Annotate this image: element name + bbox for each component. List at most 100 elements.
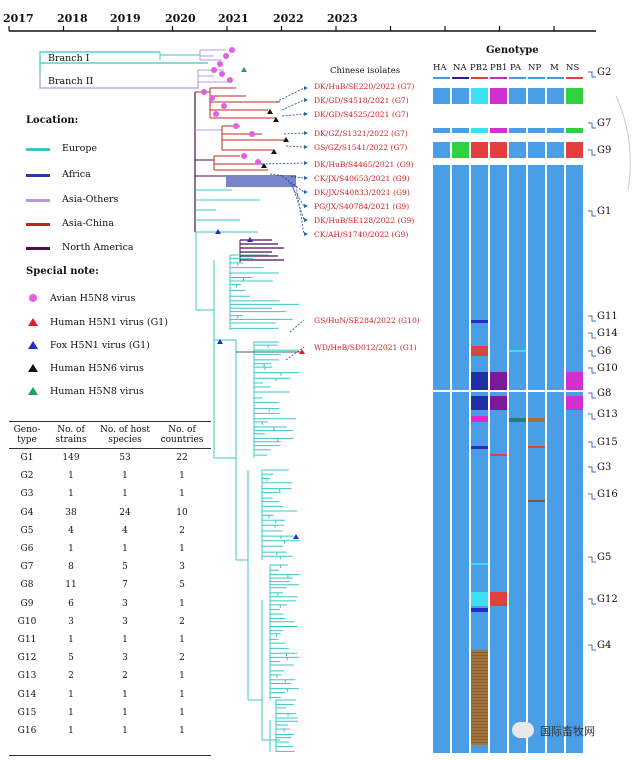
genotype-cell <box>566 88 583 104</box>
table-cell: G14 <box>17 689 37 700</box>
arrow-icon <box>304 161 308 165</box>
arrow-icon <box>304 86 308 90</box>
table-cell: 1 <box>122 634 128 645</box>
segment-color-strip <box>566 77 583 79</box>
segment-header: HA <box>433 63 447 73</box>
hatch-line <box>471 742 488 743</box>
genotype-cell <box>566 163 583 753</box>
isolate-connector <box>281 113 305 117</box>
genotype-label: G14 <box>597 328 618 339</box>
table-cell: 1 <box>68 471 74 482</box>
genotype-label: G9 <box>597 145 612 156</box>
table-cell: 53 <box>119 453 131 464</box>
genotype-cell <box>509 163 526 753</box>
special-note-title: Special note: <box>26 266 99 277</box>
table-cell: G9 <box>20 598 34 609</box>
table-cell: 1 <box>179 634 185 645</box>
isolates-title: Chinese isolates <box>330 66 401 76</box>
genotype-pointer <box>588 413 596 420</box>
year-label: 2018 <box>57 12 88 25</box>
table-cell: 1 <box>68 707 74 718</box>
hatch-line <box>471 652 488 653</box>
genotype-title: Genotype <box>486 45 539 56</box>
human-virus-marker <box>241 67 247 72</box>
genotype-pointer <box>588 315 596 322</box>
table-row: G14 1 1 1 <box>9 685 211 703</box>
genotype-cell <box>433 142 450 158</box>
table-row: G2 1 1 1 <box>9 467 211 485</box>
segment-header: NA <box>453 63 467 73</box>
table-row: G4 38 24 10 <box>9 504 211 522</box>
tree-main-clade <box>195 232 302 752</box>
table-cell: 8 <box>68 562 74 573</box>
genotype-cell <box>471 592 488 606</box>
genotype-cell <box>433 163 450 753</box>
table-cell: G13 <box>17 671 37 682</box>
avian-h5n8-marker <box>221 103 227 109</box>
segment-header: NS <box>566 63 580 73</box>
genotype-cell <box>490 396 507 410</box>
table-cell: G1 <box>20 453 34 464</box>
avian-h5n8-marker <box>229 47 235 53</box>
table-cell: 5 <box>179 580 185 591</box>
genotype-cell <box>509 418 526 422</box>
genotype-pointer <box>588 71 596 78</box>
legend-swatch <box>26 223 50 226</box>
human-virus-marker <box>217 339 223 344</box>
genotype-pointer <box>588 556 596 563</box>
table-row: G15 1 1 1 <box>9 704 211 722</box>
isolate-connector <box>291 183 305 221</box>
hatch-line <box>471 658 488 659</box>
table-cell: 7 <box>122 580 128 591</box>
table-row: G10 3 3 2 <box>9 613 211 631</box>
genotype-cell <box>471 346 488 356</box>
table-cell: 1 <box>179 598 185 609</box>
genotype-pointer <box>588 122 596 129</box>
genotype-pointer <box>588 332 596 339</box>
genotype-cell <box>528 163 545 753</box>
isolate-connectors <box>261 86 308 361</box>
table-header-row: Geno-type No. of strains No. of host spe… <box>9 423 211 449</box>
legend-label: Asia-Others <box>62 194 119 205</box>
arrow-icon <box>304 98 308 102</box>
genotype-cell <box>528 128 545 133</box>
branch-ii-outline <box>39 75 199 89</box>
table-row: G16 1 1 1 <box>9 722 211 740</box>
isolate-label: GS/HuN/SE284/2022 (G10) <box>314 316 420 325</box>
human-virus-marker <box>271 149 277 154</box>
segment-header: NP <box>528 63 542 73</box>
year-label: 2017 <box>3 12 34 25</box>
genotype-pointer <box>588 350 596 357</box>
avian-h5n8-marker <box>241 153 247 159</box>
genotype-cell <box>528 88 545 104</box>
table-cell: G12 <box>17 653 37 664</box>
hatch-line <box>471 682 488 683</box>
table-cell: G16 <box>17 725 37 736</box>
location-legend-title: Location: <box>26 115 79 126</box>
genotype-pointer <box>588 392 596 399</box>
branch-ii-label: Branch II <box>48 76 94 87</box>
hatch-line <box>471 685 488 686</box>
hatch-line <box>471 694 488 695</box>
arrow-icon <box>304 145 308 149</box>
table-cell: 1 <box>179 689 185 700</box>
genotype-pointer <box>588 149 596 156</box>
genotype-cell <box>490 88 507 104</box>
segment-color-strip <box>509 77 526 79</box>
branch-i-label: Branch I <box>48 53 90 64</box>
table-cell: 1 <box>122 544 128 555</box>
avian-h5n8-marker <box>201 89 207 95</box>
isolate-label: CK/JX/S40653/2021 (G9) <box>314 174 410 183</box>
avian-h5n8-marker <box>211 67 217 73</box>
genotype-cell <box>471 372 488 390</box>
table-row: G6 1 1 1 <box>9 540 211 558</box>
isolate-connector <box>289 319 305 333</box>
table-cell: 5 <box>122 562 128 573</box>
year-label: 2019 <box>110 12 141 25</box>
human-h5n1-icon <box>28 318 38 326</box>
year-label: 2022 <box>273 12 304 25</box>
genotype-label: G16 <box>597 489 618 500</box>
table-cell: 1 <box>122 489 128 500</box>
avian-h5n8-marker <box>233 123 239 129</box>
hatch-line <box>471 715 488 716</box>
